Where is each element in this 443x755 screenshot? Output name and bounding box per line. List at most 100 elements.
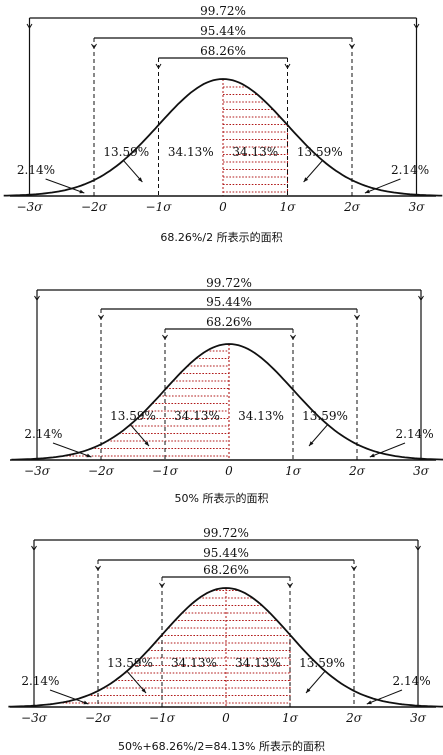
normal-curve-panel-2: 99.72% 95.44% 68.26% 34.13% 34.13% 13.59% 13.5…	[0, 272, 443, 507]
leader-far-right	[369, 442, 406, 458]
axis-tick-1: −2σ	[81, 200, 108, 214]
band-99-72-arrow-1	[418, 295, 424, 301]
normal-curve-path	[11, 343, 443, 461]
region-label-left-core: 34.13%	[168, 145, 214, 159]
axis-tick-1: −2σ	[88, 464, 115, 478]
band-68-26-arrow-0	[155, 63, 162, 69]
leader-far-left	[49, 689, 89, 705]
region-label-right-mid: 13.59%	[297, 145, 343, 159]
leader-left-mid-head	[137, 177, 143, 182]
normal-curve-panel-1: 99.72% 95.44% 68.26% 34.13% 34.13% 13.59% 13.5…	[0, 0, 443, 250]
band-95-44-arrow-1	[354, 314, 360, 320]
band-95-44-label-bg	[196, 26, 250, 37]
band-99-72-label: 99.72%	[203, 526, 249, 540]
region-label-far-left: 2.14%	[21, 674, 59, 688]
leader-left-mid-head	[141, 688, 146, 693]
band-99-72-arrow-1	[415, 545, 421, 551]
band-99-72-label-bg	[199, 528, 253, 539]
region-label-far-right: 2.14%	[393, 674, 431, 688]
band-68-26-label: 68.26%	[200, 44, 246, 58]
axis-tick-3: 0	[219, 200, 227, 214]
leader-left-mid	[122, 159, 143, 183]
axis-tick-4: 1σ	[285, 464, 302, 478]
axis-tick-4: 1σ	[280, 200, 297, 214]
axis-tick-6: 3σ	[413, 464, 430, 478]
band-95-44-arrow-0	[95, 565, 101, 571]
band-95-44-label: 95.44%	[206, 295, 252, 309]
region-label-left-mid: 13.59%	[110, 409, 156, 423]
band-95-44-label-bg	[199, 548, 253, 559]
normal-curve-diagram-3: 99.72% 95.44% 68.26% 34.13% 34.13% 13.59% 13.5…	[8, 526, 443, 725]
panel-caption-1: 68.26%/2 所表示的面积	[160, 231, 283, 244]
leader-far-left	[45, 178, 85, 194]
region-label-left-core: 34.13%	[171, 656, 217, 670]
band-99-72-arrow-0	[26, 23, 33, 29]
band-99-72-arrow-0	[31, 545, 37, 551]
band-68-26-label: 68.26%	[206, 315, 252, 329]
band-95-44-label-bg	[202, 297, 256, 308]
normal-curve-panel-3: 99.72% 95.44% 68.26% 34.13% 34.13% 13.59% 13.5…	[0, 524, 443, 755]
region-label-far-left: 2.14%	[24, 427, 62, 441]
normal-curve-diagram-2: 99.72% 95.44% 68.26% 34.13% 34.13% 13.59% 13.5…	[10, 276, 443, 478]
axis-tick-2: −1σ	[152, 464, 179, 478]
leader-right-mid-head	[306, 688, 311, 693]
leader-far-left	[52, 442, 92, 458]
band-99-72-label-bg	[196, 6, 250, 17]
region-label-right-mid: 13.59%	[302, 409, 348, 423]
axis-tick-2: −1σ	[149, 711, 176, 725]
band-68-26-label: 68.26%	[203, 563, 249, 577]
region-label-right-core: 34.13%	[235, 656, 281, 670]
band-68-26-label-bg	[199, 565, 253, 576]
axis-tick-0: −3σ	[17, 200, 44, 214]
band-99-72-label: 99.72%	[206, 276, 252, 290]
leader-left-mid	[129, 423, 150, 447]
band-68-26-arrow-1	[287, 582, 293, 588]
band-99-72-label: 99.72%	[200, 4, 246, 18]
leader-far-right-head	[366, 700, 372, 705]
region-label-far-left: 2.14%	[17, 163, 55, 177]
normal-curve-path	[3, 78, 443, 197]
axis-tick-2: −1σ	[146, 200, 173, 214]
band-68-26-arrow-0	[162, 334, 168, 340]
leader-far-left-head	[86, 453, 92, 458]
band-95-44-arrow-0	[98, 314, 104, 320]
axis-tick-5: 2σ	[345, 711, 363, 725]
axis-tick-3: 0	[222, 711, 230, 725]
band-95-44-label: 95.44%	[203, 546, 249, 560]
axis-tick-0: −3σ	[21, 711, 48, 725]
axis-tick-5: 2σ	[348, 464, 366, 478]
leader-right-mid	[308, 423, 329, 447]
axis-tick-0: −3σ	[24, 464, 51, 478]
band-68-26-arrow-1	[284, 63, 291, 69]
normal-curve-diagram-1: 99.72% 95.44% 68.26% 34.13% 34.13% 13.59% 13.5…	[3, 4, 443, 214]
band-95-44-label: 95.44%	[200, 24, 246, 38]
region-label-far-right: 2.14%	[391, 163, 429, 177]
axis-tick-6: 3σ	[410, 711, 427, 725]
axis-tick-4: 1σ	[282, 711, 299, 725]
panel-caption-3: 50%+68.26%/2=84.13% 所表示的面积	[118, 740, 325, 753]
region-label-far-right: 2.14%	[396, 427, 434, 441]
leader-far-left-head	[79, 189, 85, 194]
normal-curve-path	[8, 587, 443, 708]
band-95-44-arrow-0	[91, 43, 97, 49]
region-label-left-mid: 13.59%	[107, 656, 153, 670]
leader-right-mid	[305, 670, 326, 694]
axis-tick-6: 3σ	[409, 200, 426, 214]
band-68-26-label-bg	[202, 317, 256, 328]
region-label-left-mid: 13.59%	[103, 145, 149, 159]
leader-right-mid-head	[303, 177, 309, 182]
region-label-right-core: 34.13%	[238, 409, 284, 423]
band-99-72-arrow-1	[413, 23, 420, 29]
band-68-26-label-bg	[196, 46, 250, 57]
axis-tick-3: 0	[225, 464, 233, 478]
leader-far-left-head	[83, 700, 89, 705]
leader-far-right	[366, 689, 403, 705]
region-label-right-core: 34.13%	[232, 145, 278, 159]
panel-caption-2: 50% 所表示的面积	[174, 492, 269, 505]
leader-right-mid-head	[309, 441, 314, 446]
leader-right-mid	[303, 159, 324, 183]
band-95-44-arrow-1	[351, 565, 357, 571]
leader-left-mid-head	[144, 441, 149, 446]
leader-far-right	[364, 178, 401, 194]
axis-tick-5: 2σ	[343, 200, 361, 214]
